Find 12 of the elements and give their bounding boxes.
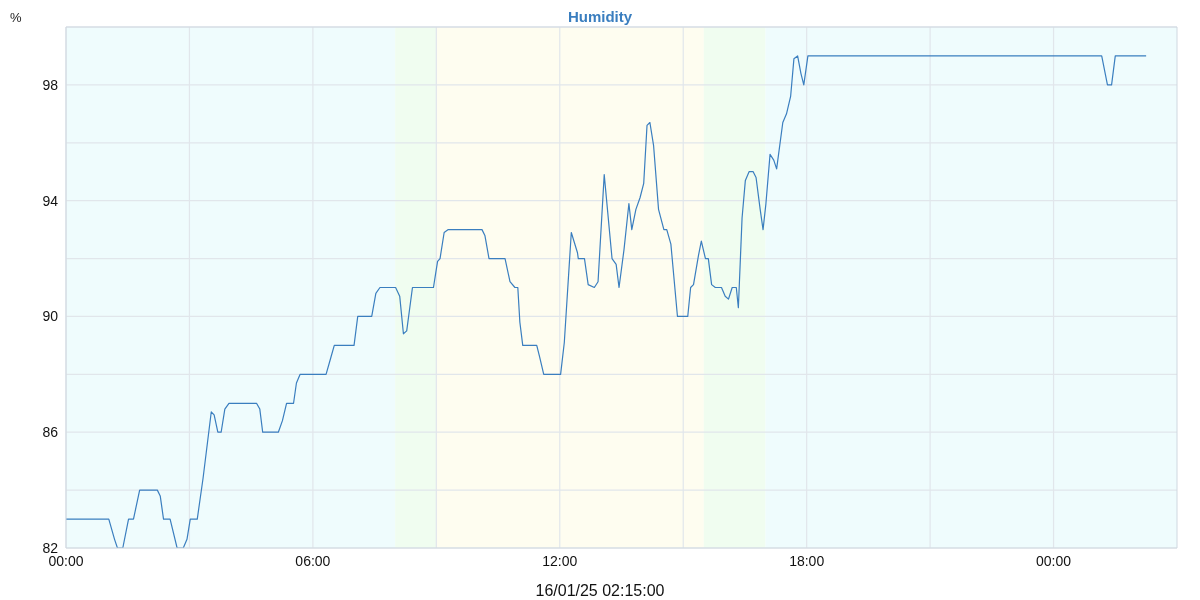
- y-tick-label: 94: [42, 192, 59, 209]
- y-tick-label: 90: [42, 308, 59, 325]
- x-tick-label: 00:00: [1036, 552, 1072, 569]
- x-tick-label: 18:00: [789, 552, 825, 569]
- x-tick-label: 06:00: [295, 552, 331, 569]
- chart-title: Humidity: [567, 8, 633, 25]
- y-axis-title: %: [10, 10, 22, 25]
- x-axis-title: 16/01/25 02:15:00: [534, 582, 666, 600]
- x-tick-label: 12:00: [542, 552, 578, 569]
- y-tick-label: 86: [42, 424, 59, 441]
- y-tick-label: 98: [42, 76, 59, 93]
- line-series: [66, 55, 1147, 548]
